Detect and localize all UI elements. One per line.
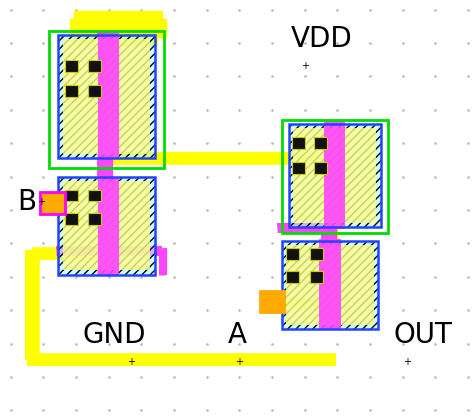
Bar <box>58 35 155 158</box>
Bar <box>98 31 119 158</box>
Bar <box>63 181 150 270</box>
Text: +: + <box>236 357 243 367</box>
Bar <box>282 241 378 329</box>
Text: B: B <box>18 188 37 215</box>
Bar <box>289 124 381 227</box>
Bar <box>292 137 305 149</box>
Bar <box>58 177 155 275</box>
Text: OUT: OUT <box>394 321 453 349</box>
Text: +: + <box>301 61 310 71</box>
Bar <box>63 39 150 154</box>
Text: +: + <box>37 197 46 207</box>
Bar <box>310 271 323 283</box>
Bar <box>64 189 78 201</box>
Bar <box>40 192 64 214</box>
Bar <box>64 213 78 225</box>
Bar <box>74 37 157 45</box>
Bar <box>88 60 101 72</box>
Bar <box>282 120 388 233</box>
Bar <box>286 245 374 325</box>
Text: VDD: VDD <box>291 25 353 53</box>
Text: GND: GND <box>83 321 146 349</box>
Bar <box>319 239 341 329</box>
Bar <box>98 177 119 275</box>
Bar <box>324 120 346 229</box>
Bar <box>88 85 101 97</box>
Bar <box>58 35 155 158</box>
Bar <box>88 213 101 225</box>
Bar <box>292 128 376 223</box>
Text: +: + <box>127 357 135 367</box>
Bar <box>74 10 162 19</box>
Text: A: A <box>228 321 246 349</box>
Bar <box>64 85 78 97</box>
Bar <box>58 177 155 275</box>
Bar <box>282 241 378 329</box>
Bar <box>310 248 323 260</box>
Text: +: + <box>402 357 410 367</box>
Bar <box>289 124 381 227</box>
Bar <box>286 271 299 283</box>
Bar <box>286 248 299 260</box>
Bar <box>292 163 305 174</box>
Bar <box>48 31 164 168</box>
Bar <box>88 189 101 201</box>
Bar <box>314 137 328 149</box>
Bar <box>314 163 328 174</box>
Bar <box>70 19 166 37</box>
Bar <box>64 60 78 72</box>
Bar <box>260 291 284 312</box>
